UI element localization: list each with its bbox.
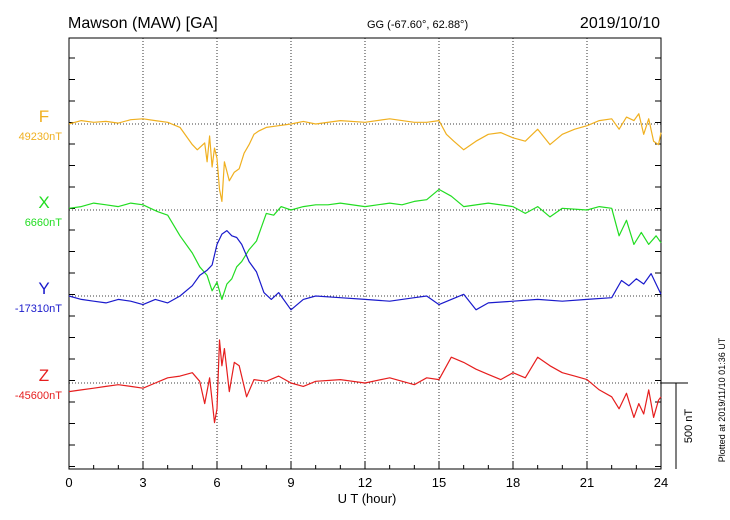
station-title: Mawson (MAW) [GA] xyxy=(68,15,218,32)
series-name-Y: Y xyxy=(38,279,49,298)
series-baseline-Z: -45600nT xyxy=(15,390,62,402)
x-tick-label-0: 0 xyxy=(65,475,72,490)
x-tick-label-6: 6 xyxy=(213,475,220,490)
x-tick-label-24: 24 xyxy=(654,475,668,490)
coordinates: GG (-67.60°, 62.88°) xyxy=(367,19,468,31)
grid-lines xyxy=(142,38,588,469)
plotted-note: Plotted at 2019/11/10 01:36 UT xyxy=(717,337,727,462)
x-axis-ticks: 0 3 6 9 12 15 18 21 24 xyxy=(65,461,668,490)
x-tick-label-18: 18 xyxy=(506,475,520,490)
series-line-Z xyxy=(68,339,662,424)
series-line-X xyxy=(68,188,662,300)
series-name-Z: Z xyxy=(39,366,49,385)
series-name-F: F xyxy=(39,107,49,126)
x-tick-label-21: 21 xyxy=(580,475,594,490)
x-axis-label: U T (hour) xyxy=(338,491,397,506)
x-tick-label-9: 9 xyxy=(287,475,294,490)
x-tick-label-15: 15 xyxy=(432,475,446,490)
x-tick-label-3: 3 xyxy=(139,475,146,490)
series-line-F xyxy=(68,113,662,202)
scale-bar-label: 500 nT xyxy=(683,409,695,444)
y-tick-marks xyxy=(69,57,661,467)
series-labels: F 49230nT X 6660nT Y -17310nT Z -45600nT xyxy=(15,107,62,402)
series-name-X: X xyxy=(38,193,49,212)
series-baseline-X: 6660nT xyxy=(25,217,63,229)
series-baseline-F: 49230nT xyxy=(19,131,63,143)
series-line-Y xyxy=(68,230,662,311)
series-baseline-Y: -17310nT xyxy=(15,303,62,315)
date: 2019/10/10 xyxy=(580,15,660,32)
series-lines xyxy=(68,113,662,424)
x-tick-label-12: 12 xyxy=(358,475,372,490)
scale-bar: 500 nT xyxy=(661,382,695,469)
